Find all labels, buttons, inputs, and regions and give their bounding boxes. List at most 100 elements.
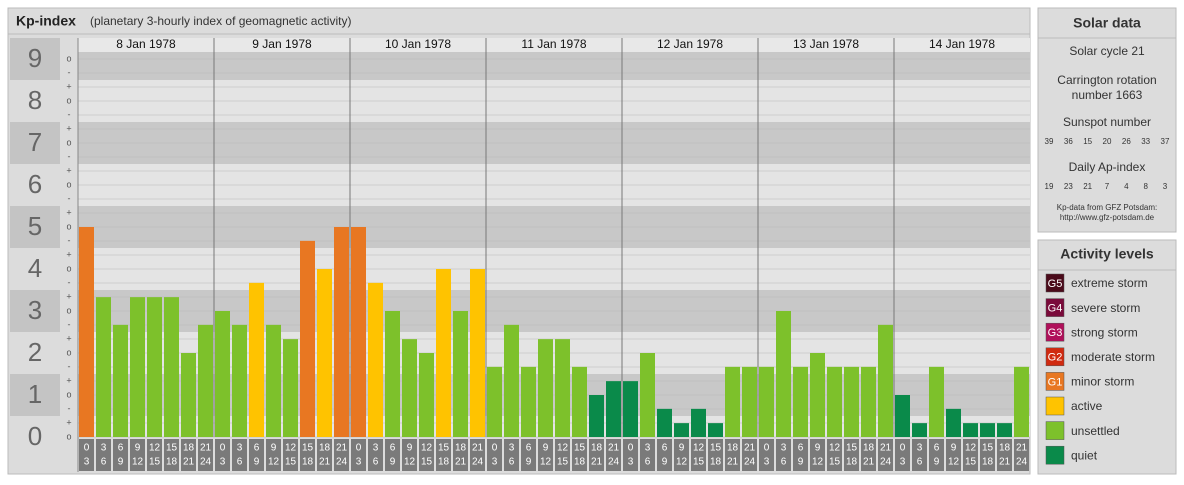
hour-box [96,439,111,471]
y-band [10,80,60,122]
hour-end: 6 [101,457,107,468]
hour-box [606,439,621,471]
hour-box [878,439,893,471]
hour-end: 21 [727,457,739,468]
hour-box [827,439,842,471]
hour-end: 6 [509,457,515,468]
bar [657,408,672,437]
hour-box [351,439,366,471]
plot-band [78,52,1030,80]
hour-end: 18 [166,457,178,468]
hour-start: 18 [183,443,195,454]
hour-end: 21 [591,457,603,468]
hour-start: 12 [149,443,161,454]
hour-end: 12 [268,457,280,468]
level-label: moderate storm [1071,350,1155,364]
bar [555,339,570,437]
solar-value: 39 [1045,137,1054,146]
hour-start: 9 [543,443,549,454]
level-badge: G5 [1048,278,1063,290]
bar [640,353,655,437]
bar [538,339,553,437]
bar [266,324,281,437]
bar [487,366,502,437]
hour-end: 9 [798,457,804,468]
minor-label: o [66,95,71,105]
hour-start: 21 [1016,443,1028,454]
hour-end: 9 [934,457,940,468]
hour-box [572,439,587,471]
minor-label: + [66,291,71,301]
hour-box [691,439,706,471]
level-swatch [1045,322,1065,342]
y-tick-label: 2 [28,337,42,367]
hour-end: 12 [132,457,144,468]
minor-label: + [66,375,71,385]
hour-start: 0 [764,443,770,454]
bar [130,297,145,437]
y-tick-label: 7 [28,127,42,157]
hour-start: 3 [917,443,923,454]
hour-end: 9 [390,457,396,468]
hour-end: 12 [812,457,824,468]
hour-box [793,439,808,471]
level-swatch [1045,445,1065,465]
carrington: Carrington rotation [1057,73,1156,87]
minor-label: + [66,333,71,343]
hour-box [300,439,315,471]
bar [844,366,859,437]
y-tick-label: 8 [28,85,42,115]
bar [793,366,808,437]
hour-start: 21 [336,443,348,454]
bar [623,381,638,437]
hour-start: 9 [271,443,277,454]
hour-box [912,439,927,471]
hour-start: 6 [118,443,124,454]
hour-end: 9 [118,457,124,468]
hour-end: 3 [628,457,634,468]
hour-start: 21 [200,443,212,454]
hour-box [283,439,298,471]
hour-box [844,439,859,471]
hour-box [538,439,553,471]
hour-start: 12 [557,443,569,454]
hour-start: 6 [934,443,940,454]
y-tick-label: 5 [28,211,42,241]
hour-box [657,439,672,471]
bar [470,269,485,437]
minor-label: - [68,277,71,287]
solar-value: 15 [1083,137,1092,146]
y-tick-label: 3 [28,295,42,325]
hour-start: 3 [101,443,107,454]
minor-label: - [68,109,71,119]
hour-box [470,439,485,471]
bar [283,339,298,437]
bar [759,366,774,437]
minor-label: - [68,67,71,77]
bar [946,408,961,437]
bar [368,282,383,437]
carrington: number 1663 [1072,88,1143,102]
date-label: 12 Jan 1978 [657,37,723,51]
hour-box [419,439,434,471]
hour-start: 18 [319,443,331,454]
level-label: active [1071,399,1103,413]
hour-end: 15 [965,457,977,468]
hour-box [929,439,944,471]
y-band [10,122,60,164]
bar [708,423,723,437]
hour-start: 9 [679,443,685,454]
level-badge: G4 [1048,303,1063,315]
minor-label: - [68,319,71,329]
bar [198,324,213,437]
hour-box [997,439,1012,471]
hour-box [130,439,145,471]
hour-start: 3 [781,443,787,454]
hour-end: 9 [526,457,532,468]
y-band [10,332,60,374]
hour-box [725,439,740,471]
hour-box [674,439,689,471]
hour-box [1014,439,1029,471]
hour-end: 24 [744,457,756,468]
bar [436,269,451,437]
